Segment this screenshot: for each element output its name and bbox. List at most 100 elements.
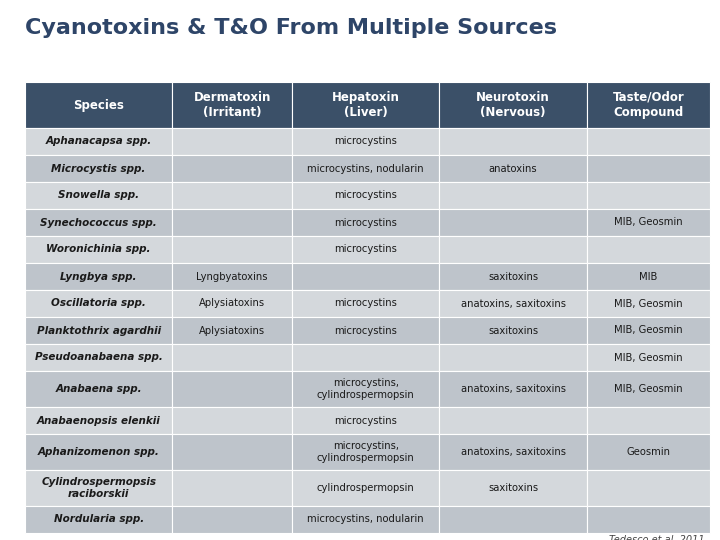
Bar: [25, 290, 172, 317]
Text: MIB, Geosmin: MIB, Geosmin: [614, 326, 683, 335]
Bar: [172, 317, 292, 344]
Bar: [587, 236, 710, 263]
Text: Microcystis spp.: Microcystis spp.: [51, 164, 146, 173]
Bar: [292, 434, 439, 470]
Bar: [25, 371, 172, 407]
Bar: [292, 407, 439, 434]
Bar: [587, 182, 710, 209]
Bar: [25, 470, 172, 506]
Bar: [292, 317, 439, 344]
Text: Woronichinia spp.: Woronichinia spp.: [46, 245, 151, 254]
Bar: [439, 263, 587, 290]
Text: microcystins, nodularin: microcystins, nodularin: [307, 164, 424, 173]
Bar: [292, 155, 439, 182]
Bar: [172, 470, 292, 506]
Text: microcystins: microcystins: [334, 218, 397, 227]
Text: microcystins,
cylindrospermopsin: microcystins, cylindrospermopsin: [317, 378, 415, 400]
Text: MIB: MIB: [639, 272, 657, 281]
Bar: [172, 371, 292, 407]
Bar: [25, 209, 172, 236]
Bar: [25, 128, 172, 155]
Text: microcystins: microcystins: [334, 191, 397, 200]
Text: Snowella spp.: Snowella spp.: [58, 191, 139, 200]
Text: Aplysiatoxins: Aplysiatoxins: [199, 299, 265, 308]
Bar: [587, 407, 710, 434]
Bar: [25, 506, 172, 533]
Text: Cyanotoxins & T&O From Multiple Sources: Cyanotoxins & T&O From Multiple Sources: [25, 18, 557, 38]
Bar: [587, 317, 710, 344]
Text: microcystins: microcystins: [334, 137, 397, 146]
Bar: [587, 82, 710, 128]
Text: microcystins: microcystins: [334, 326, 397, 335]
Bar: [587, 344, 710, 371]
Bar: [25, 182, 172, 209]
Bar: [587, 209, 710, 236]
Bar: [25, 407, 172, 434]
Text: anatoxins, saxitoxins: anatoxins, saxitoxins: [461, 447, 566, 457]
Text: Aplysiatoxins: Aplysiatoxins: [199, 326, 265, 335]
Text: Anabaenopsis elenkii: Anabaenopsis elenkii: [37, 415, 161, 426]
Bar: [587, 470, 710, 506]
Bar: [439, 128, 587, 155]
Bar: [172, 263, 292, 290]
Bar: [439, 470, 587, 506]
Bar: [25, 263, 172, 290]
Bar: [292, 236, 439, 263]
Text: saxitoxins: saxitoxins: [488, 272, 538, 281]
Bar: [587, 128, 710, 155]
Bar: [172, 290, 292, 317]
Bar: [25, 344, 172, 371]
Text: Lyngbyatoxins: Lyngbyatoxins: [197, 272, 268, 281]
Bar: [587, 263, 710, 290]
Bar: [439, 407, 587, 434]
Text: Taste/Odor
Compound: Taste/Odor Compound: [613, 91, 684, 119]
Text: saxitoxins: saxitoxins: [488, 483, 538, 493]
Bar: [292, 290, 439, 317]
Text: Neurotoxin
(Nervous): Neurotoxin (Nervous): [476, 91, 550, 119]
Text: microcystins: microcystins: [334, 415, 397, 426]
Text: Oscillatoria spp.: Oscillatoria spp.: [51, 299, 146, 308]
Bar: [25, 434, 172, 470]
Bar: [439, 82, 587, 128]
Bar: [172, 236, 292, 263]
Text: anatoxins, saxitoxins: anatoxins, saxitoxins: [461, 384, 566, 394]
Text: Planktothrix agardhii: Planktothrix agardhii: [37, 326, 161, 335]
Text: MIB, Geosmin: MIB, Geosmin: [614, 353, 683, 362]
Bar: [292, 182, 439, 209]
Bar: [439, 236, 587, 263]
Text: Nordularia spp.: Nordularia spp.: [53, 515, 144, 524]
Bar: [172, 344, 292, 371]
Text: saxitoxins: saxitoxins: [488, 326, 538, 335]
Bar: [439, 317, 587, 344]
Text: microcystins: microcystins: [334, 245, 397, 254]
Text: Pseudoanabaena spp.: Pseudoanabaena spp.: [35, 353, 163, 362]
Bar: [439, 344, 587, 371]
Text: anatoxins: anatoxins: [489, 164, 537, 173]
Text: Species: Species: [73, 98, 124, 111]
Text: Aphanizomenon spp.: Aphanizomenon spp.: [37, 447, 160, 457]
Text: MIB, Geosmin: MIB, Geosmin: [614, 299, 683, 308]
Bar: [292, 344, 439, 371]
Text: cylindrospermopsin: cylindrospermopsin: [317, 483, 415, 493]
Text: microcystins,
cylindrospermopsin: microcystins, cylindrospermopsin: [317, 441, 415, 463]
Bar: [172, 209, 292, 236]
Bar: [587, 155, 710, 182]
Text: Tedesco et al, 2011: Tedesco et al, 2011: [609, 535, 705, 540]
Bar: [439, 434, 587, 470]
Text: microcystins: microcystins: [334, 299, 397, 308]
Bar: [172, 407, 292, 434]
Bar: [172, 434, 292, 470]
Bar: [439, 182, 587, 209]
Text: Geosmin: Geosmin: [626, 447, 670, 457]
Bar: [172, 128, 292, 155]
Text: Cylindrospermopsis
raciborskii: Cylindrospermopsis raciborskii: [41, 477, 156, 499]
Bar: [439, 371, 587, 407]
Bar: [439, 506, 587, 533]
Text: anatoxins, saxitoxins: anatoxins, saxitoxins: [461, 299, 566, 308]
Bar: [172, 506, 292, 533]
Bar: [172, 155, 292, 182]
Text: Lyngbya spp.: Lyngbya spp.: [60, 272, 137, 281]
Bar: [439, 290, 587, 317]
Bar: [292, 470, 439, 506]
Bar: [292, 128, 439, 155]
